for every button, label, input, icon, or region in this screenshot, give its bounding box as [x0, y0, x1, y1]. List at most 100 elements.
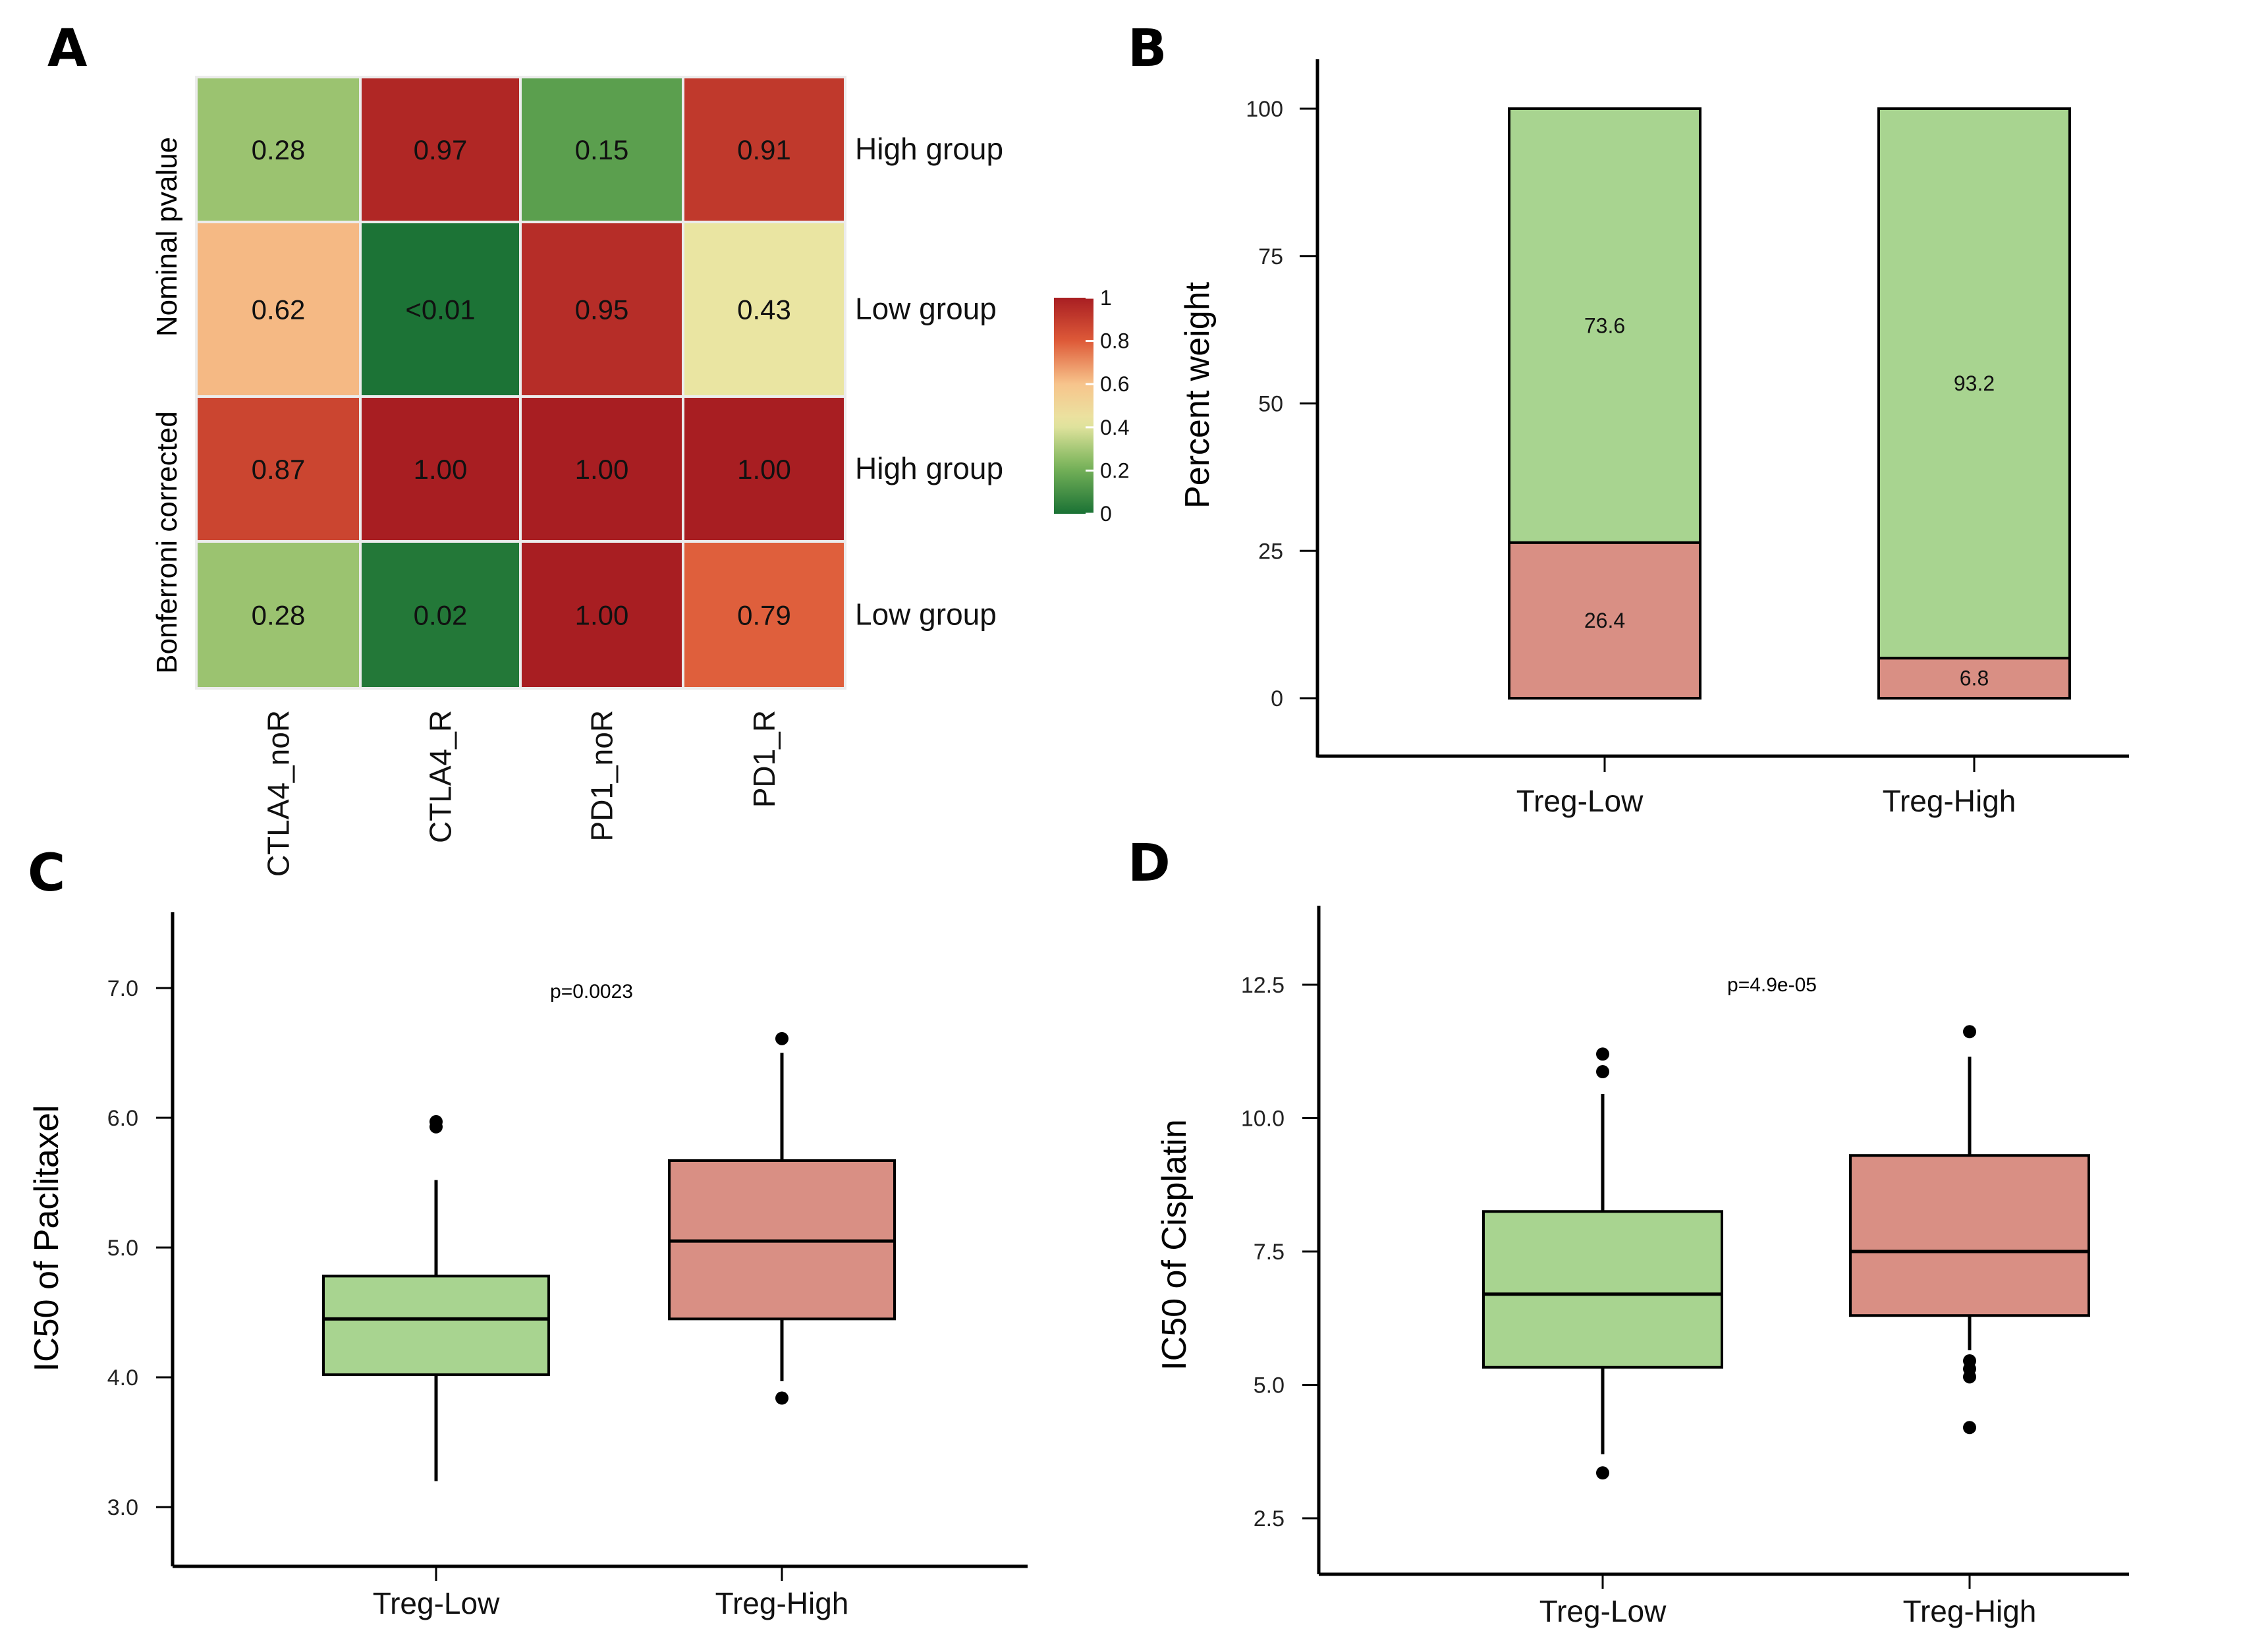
box-body: [1482, 1210, 1723, 1369]
bar-y-tick-label: 75: [1258, 244, 1283, 269]
box-outlier-point: [1963, 1421, 1976, 1435]
colorbar-tick-label: 0.2: [1100, 458, 1129, 482]
heatmap-cell: [682, 221, 846, 398]
heatmap-cell: [682, 76, 846, 223]
colorbar-tick-label: 0.6: [1100, 372, 1129, 396]
heatmap-column-labels: CTLA4_noR CTLA4_R PD1_noR PD1_R: [262, 710, 782, 877]
panel-letter-a: A: [47, 19, 87, 78]
bar-segment-label: 73.6: [1584, 314, 1625, 337]
colorbar: 0 0.2 0.4 0.6 0.8 1: [1054, 286, 1129, 526]
box-x-tick-label: Treg-Low: [1539, 1594, 1667, 1628]
heatmap-column-label: PD1_noR: [585, 710, 619, 841]
box-y-tick-label: 10.0: [1241, 1107, 1285, 1132]
box-x-tick-label: Treg-Low: [373, 1586, 500, 1620]
heatmap-column-label: CTLA4_noR: [262, 710, 296, 877]
box-outlier-point: [1596, 1466, 1609, 1480]
bar-segment: [1508, 107, 1701, 544]
box-outlier-point: [429, 1114, 443, 1128]
paclitaxel-p-value: p=0.0023: [550, 981, 633, 1003]
box-outlier-point: [1596, 1047, 1609, 1061]
colorbar-tick-label: 0.8: [1100, 329, 1129, 353]
heatmap-cell: [359, 540, 522, 690]
box-outlier-point: [775, 1031, 788, 1045]
bar-y-tick-label: 0: [1271, 686, 1283, 711]
heatmap-row-labels: High group Low group High group Low group: [855, 132, 1003, 632]
heatmap-row-label: High group: [855, 451, 1003, 485]
bar-segment-label: 6.8: [1960, 667, 1989, 690]
heatmap-cell: [519, 395, 684, 543]
colorbar-tick-label: 1: [1100, 286, 1112, 310]
cisplatin-boxplot-panel: 2.5 5.0 7.5 10.0 12.5 Treg-Low Treg-High IC50 …: [1155, 906, 2129, 1628]
heatmap-cell-label: 0.91: [737, 134, 791, 165]
bar-x-tick-label: Treg-Low: [1516, 784, 1644, 818]
panel-letter-b: B: [1128, 19, 1167, 78]
heatmap-cell-label: 0.79: [737, 600, 791, 631]
bar-y-tick-label: 25: [1258, 539, 1283, 564]
panel-letter-d: D: [1128, 834, 1171, 893]
heatmap-cell-label: 1.00: [575, 600, 629, 631]
heatmap-column-label: PD1_R: [747, 710, 781, 808]
box-y-tick-label: 12.5: [1241, 973, 1285, 998]
heatmap-cell-label: 0.95: [575, 294, 629, 325]
box-body: [1849, 1154, 2090, 1317]
bar-segment-label: 93.2: [1954, 371, 1995, 395]
stacked-bar-panel: 0 25 50 75 100 Treg-Low Treg-High 26.4 73.6 6.8 9…: [1178, 59, 2129, 818]
colorbar-tick-label: 0: [1100, 502, 1112, 526]
cisplatin-boxes: [1482, 1025, 2090, 1480]
heatmap-cell-label: 0.43: [737, 294, 791, 325]
heatmap-cell-label: 0.28: [252, 134, 306, 165]
heatmap-cell-label: <0.01: [405, 294, 475, 325]
box-outlier-point: [1596, 1065, 1609, 1079]
bar-segment: [1877, 107, 2071, 660]
colorbar-gradient-bar: [1054, 298, 1093, 514]
heatmap-cell-label: 0.62: [252, 294, 306, 325]
box-outlier-point: [1963, 1025, 1976, 1039]
colorbar-tick-label: 0.4: [1100, 416, 1129, 439]
box-y-tick-label: 3.0: [107, 1495, 138, 1520]
box-body: [322, 1275, 550, 1377]
paclitaxel-boxes: [322, 1031, 896, 1481]
box-y-tick-label: 5.0: [1254, 1373, 1285, 1398]
box-x-tick-label: Treg-High: [1903, 1594, 2037, 1628]
bar-x-tick-label: Treg-High: [1883, 784, 2016, 818]
box-x-tick-label: Treg-High: [715, 1586, 849, 1620]
heatmap-cell-label: 0.87: [252, 454, 306, 485]
box-y-tick-label: 6.0: [107, 1106, 138, 1131]
heatmap-cell: [682, 395, 846, 543]
bar-axes: 0 25 50 75 100 Treg-Low Treg-High: [1246, 59, 2129, 818]
heatmap-cell-label: 0.28: [252, 600, 306, 631]
paclitaxel-axes: 3.0 4.0 5.0 6.0 7.0 Treg-Low Treg-High: [107, 912, 1028, 1620]
bar-series: 26.4 73.6 6.8 93.2: [1508, 107, 2071, 700]
heatmap-cell-label: 0.97: [414, 134, 468, 165]
bar-y-axis-label: Percent weight: [1178, 281, 1217, 509]
heatmap-cell-label: 1.00: [414, 454, 468, 485]
paclitaxel-boxplot-panel: 3.0 4.0 5.0 6.0 7.0 Treg-Low Treg-High IC50 of…: [28, 912, 1028, 1620]
heatmap-column-label: CTLA4_R: [424, 710, 458, 843]
cisplatin-y-axis-label: IC50 of Cisplatin: [1155, 1119, 1194, 1371]
bar-y-tick-label: 50: [1258, 392, 1283, 417]
row-group-label-bonferroni: Bonferroni corrected: [151, 411, 183, 674]
heatmap-cell: [195, 395, 362, 543]
row-group-label-nominal: Nominal pvalue: [151, 137, 183, 337]
heatmap-row-label: High group: [855, 132, 1003, 166]
heatmap-row-label: Low group: [855, 597, 997, 632]
heatmap-cell: [195, 540, 362, 690]
heatmap-row-label: Low group: [855, 292, 997, 326]
heatmap-cell-label: 1.00: [737, 454, 791, 485]
heatmap-cell: [359, 221, 522, 398]
box-y-tick-label: 2.5: [1254, 1506, 1285, 1531]
paclitaxel-y-axis-label: IC50 of Paclitaxel: [28, 1105, 66, 1372]
box-y-tick-label: 5.0: [107, 1236, 138, 1261]
heatmap-cell-label: 1.00: [575, 454, 629, 485]
bar-y-tick-label: 100: [1246, 97, 1283, 122]
cisplatin-axes: 2.5 5.0 7.5 10.0 12.5 Treg-Low Treg-High: [1241, 906, 2129, 1628]
heatmap-cell-label: 0.02: [414, 600, 468, 631]
heatmap-cell: [195, 76, 362, 223]
heatmap-cell: [682, 540, 846, 690]
bar-segment: [1508, 541, 1701, 700]
cisplatin-p-value: p=4.9e-05: [1727, 974, 1817, 996]
heatmap-panel: 0.28 0.97 0.15 0.91 0.62 <0.01 0.95 0.43 0.87 1.0…: [151, 76, 1129, 877]
panel-letter-c: C: [28, 844, 65, 903]
box-y-tick-label: 4.0: [107, 1365, 138, 1390]
